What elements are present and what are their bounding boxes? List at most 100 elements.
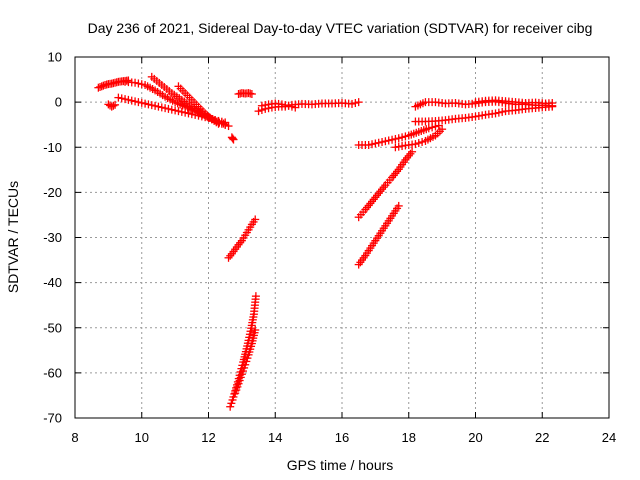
data-point <box>131 78 140 87</box>
data-point <box>251 292 260 301</box>
y-tick-label: -40 <box>43 275 62 290</box>
data-point <box>251 215 260 224</box>
data-point <box>247 90 256 99</box>
data-point-interp <box>261 101 270 110</box>
data-point-interp <box>161 104 170 113</box>
data-point <box>174 107 183 116</box>
data-point <box>408 147 417 156</box>
data-point <box>424 124 433 133</box>
x-tick-label: 14 <box>268 430 282 445</box>
data-point-interp <box>227 399 236 408</box>
data-point-interp <box>391 134 400 143</box>
plot-frame <box>74 56 610 419</box>
data-point-interp <box>498 107 507 116</box>
data-point <box>224 122 233 131</box>
x-tick-label: 20 <box>468 430 482 445</box>
data-point <box>184 109 193 118</box>
data-point-interp <box>287 102 296 111</box>
data-point-interp <box>228 134 237 143</box>
data-point-interp <box>351 99 360 108</box>
data-point <box>291 103 300 112</box>
data-point-interp <box>171 106 180 115</box>
data-point-interp <box>131 97 140 106</box>
data-point <box>491 109 500 118</box>
data-point-interp <box>137 98 146 107</box>
data-point-interp <box>371 139 380 148</box>
data-point <box>94 83 103 92</box>
data-point <box>229 135 238 144</box>
data-point <box>226 402 235 411</box>
data-point <box>394 201 403 210</box>
data-point-interp <box>381 137 390 146</box>
y-tick-label: -20 <box>43 185 62 200</box>
data-point <box>374 138 383 147</box>
x-tick-label: 24 <box>602 430 616 445</box>
data-point-interp <box>127 96 136 105</box>
x-tick-label: 10 <box>135 430 149 445</box>
data-point-interp <box>109 101 118 110</box>
data-point-interp <box>137 80 146 89</box>
data-point-interp <box>151 101 160 110</box>
data-point-interp <box>281 101 290 110</box>
y-tick-label: -30 <box>43 230 62 245</box>
data-point-interp <box>117 94 126 103</box>
data-point <box>114 93 123 102</box>
data-point-interp <box>388 135 397 144</box>
data-point-interp <box>141 99 150 108</box>
data-point <box>548 99 557 108</box>
data-point <box>254 107 263 116</box>
data-point <box>154 102 163 111</box>
data-point <box>164 104 173 113</box>
y-tick-label: -60 <box>43 365 62 380</box>
data-point-interp <box>221 120 230 129</box>
data-point-interp <box>99 81 108 90</box>
data-point <box>384 136 393 145</box>
tick-label-layer: 8 10 12 14 16 18 20 22 24 10 0 -10 -20 -30 -40 -50 -60 -7… <box>43 50 616 446</box>
data-point <box>394 134 403 143</box>
data-point-interp <box>167 105 176 114</box>
data-point <box>411 140 420 149</box>
data-point-interp <box>96 83 105 92</box>
data-point-interp <box>177 107 186 116</box>
x-tick-label: 12 <box>201 430 215 445</box>
x-axis-label: GPS time / hours <box>287 457 394 473</box>
data-point <box>251 326 260 335</box>
data-point-interp <box>414 139 423 148</box>
data-point-interp <box>157 103 166 112</box>
x-tick-label: 8 <box>71 430 78 445</box>
data-point <box>97 82 106 91</box>
data-point-interp <box>398 133 407 142</box>
data-point <box>107 102 116 111</box>
y-tick-label: 0 <box>55 95 62 110</box>
data-points-layer <box>94 72 557 411</box>
y-axis-label: SDTVAR / TECUs <box>5 181 21 293</box>
data-point <box>257 101 266 110</box>
data-point-interp <box>134 79 143 88</box>
data-point-interp <box>147 101 156 110</box>
y-tick-label: -10 <box>43 140 62 155</box>
data-point-interp <box>378 137 387 146</box>
data-point <box>134 98 143 107</box>
data-point <box>111 100 120 109</box>
y-tick-label: 10 <box>48 50 62 65</box>
data-point <box>144 100 153 109</box>
y-tick-label: -50 <box>43 320 62 335</box>
data-point <box>348 99 357 108</box>
chart-title: Day 236 of 2021, Sidereal Day-to-day VTE… <box>88 20 593 36</box>
x-tick-label: 16 <box>335 430 349 445</box>
data-point-interp <box>494 108 503 117</box>
data-point <box>214 119 223 128</box>
data-point-interp <box>418 137 427 146</box>
data-point <box>364 140 373 149</box>
data-point <box>438 125 447 134</box>
data-point-interp <box>121 95 130 104</box>
y-tick-label: -70 <box>43 411 62 426</box>
data-point <box>277 100 286 109</box>
data-point <box>354 98 363 107</box>
data-point <box>124 95 133 104</box>
data-point-interp <box>401 132 410 141</box>
x-tick-label: 22 <box>535 430 549 445</box>
data-point-interp <box>368 140 377 149</box>
